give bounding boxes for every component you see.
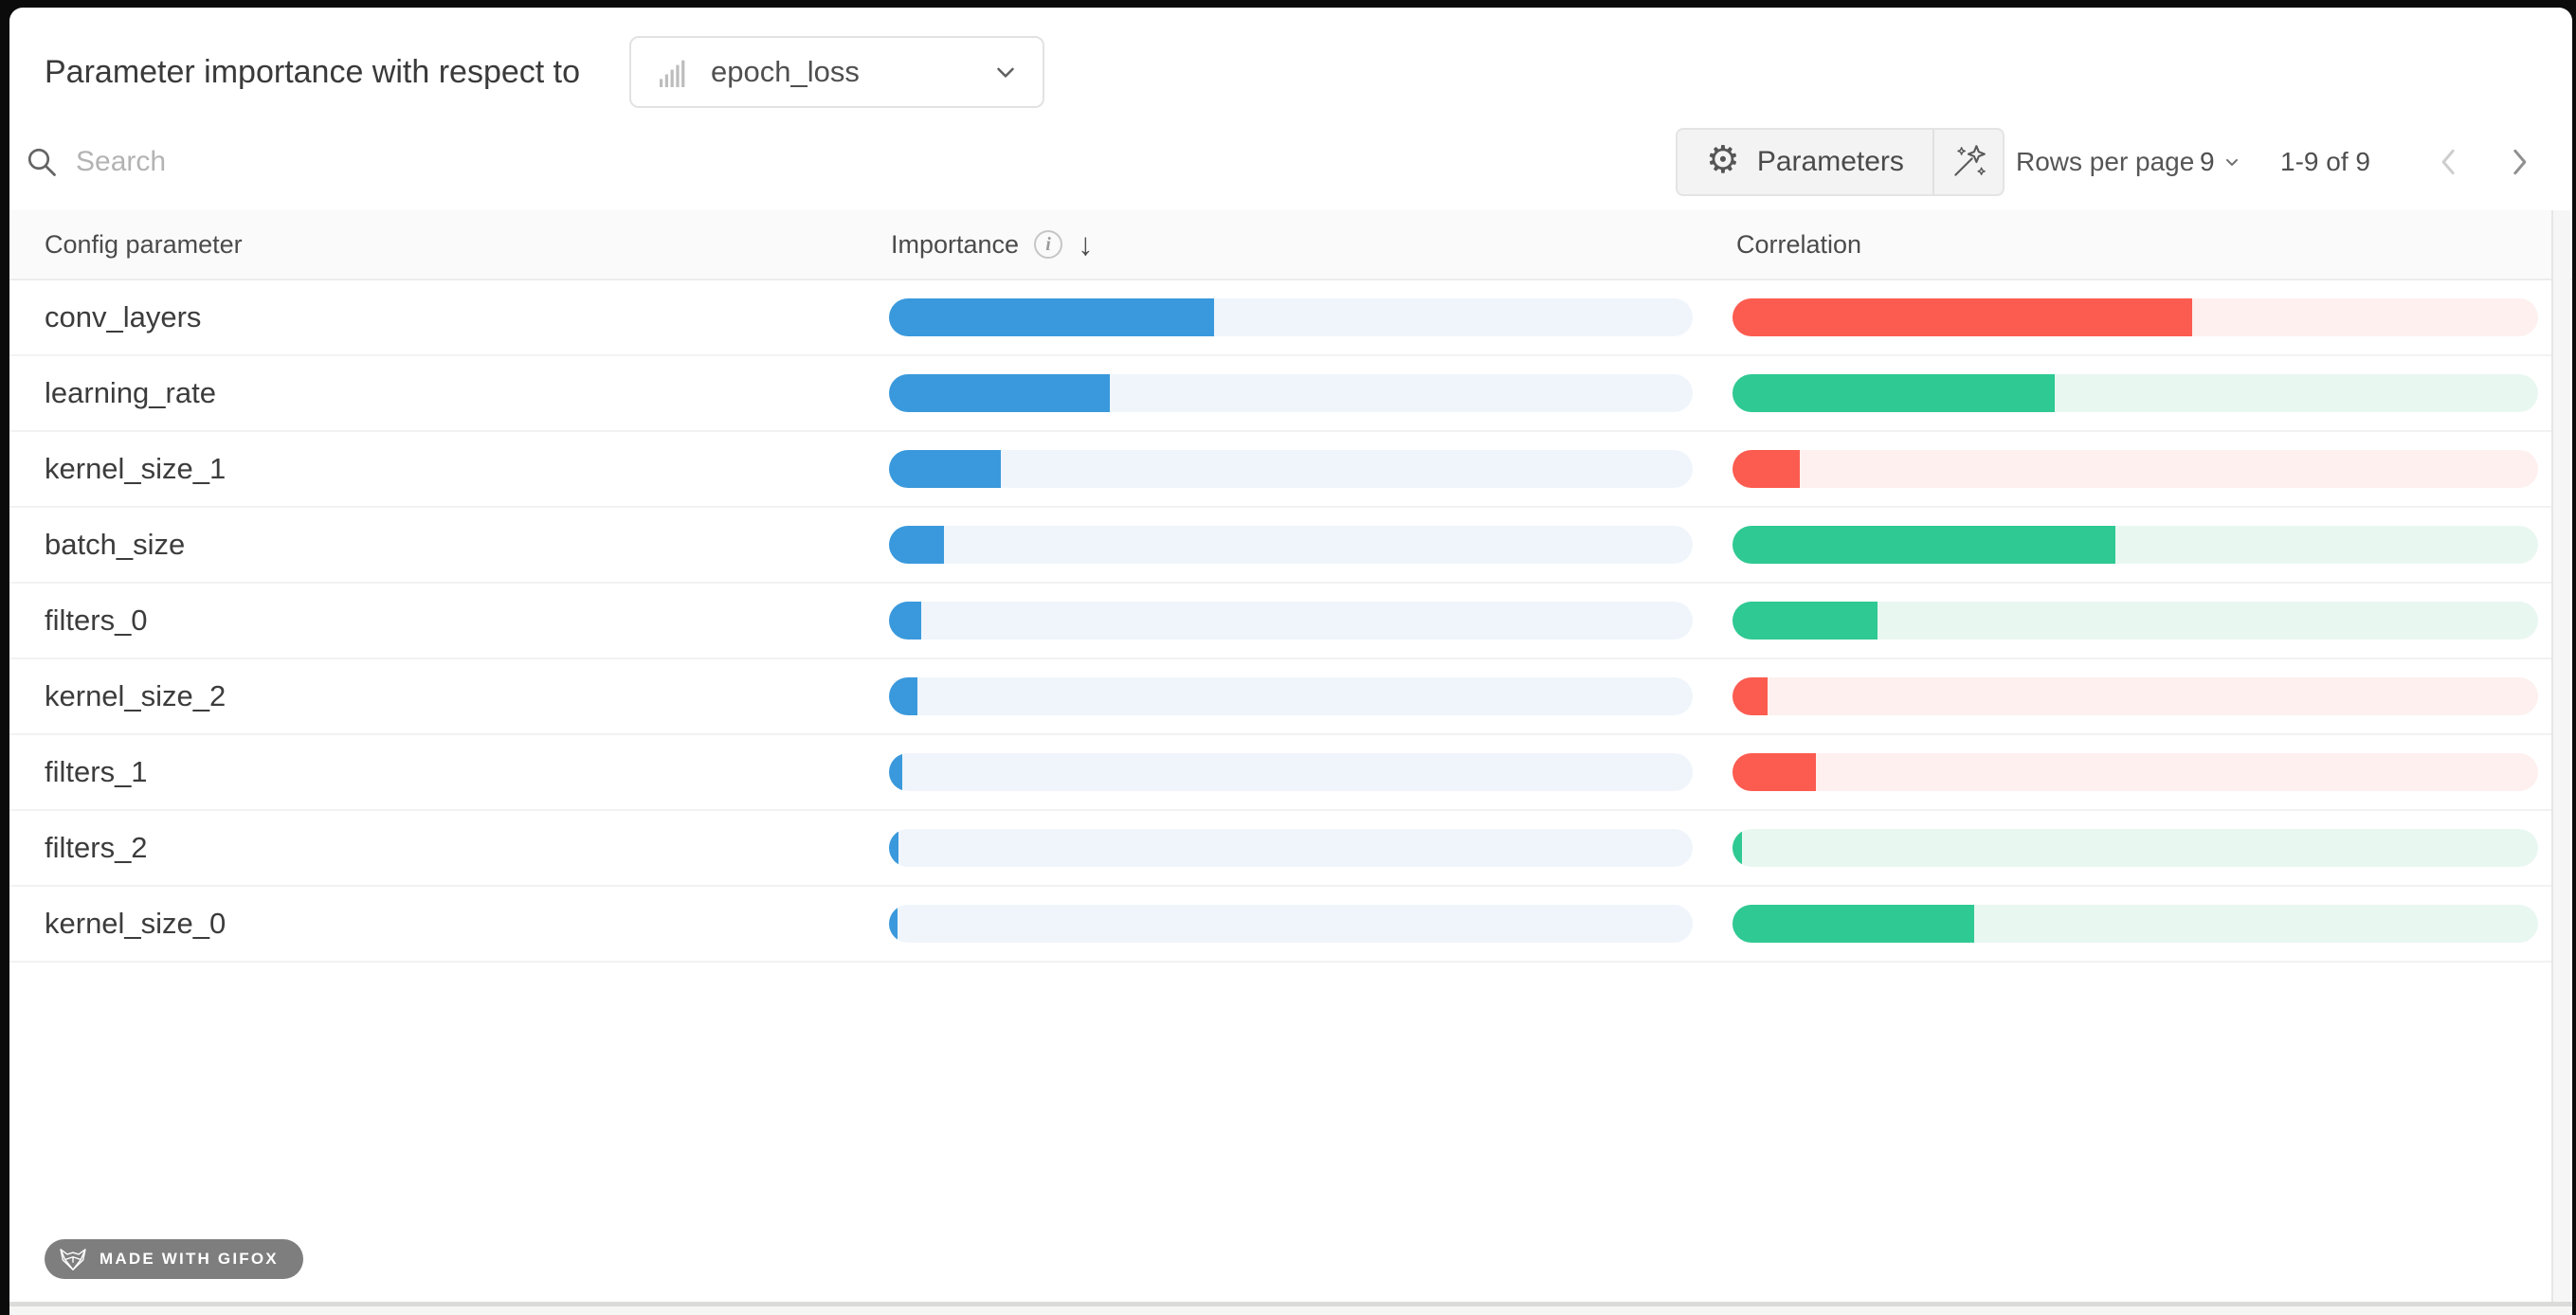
config-parameter-name: kernel_size_0 xyxy=(45,907,227,940)
gear-icon: ⚙ xyxy=(1706,139,1740,181)
parameters-button[interactable]: ⚙ Parameters xyxy=(1678,130,1932,194)
bar-chart-icon xyxy=(660,57,690,87)
table-header: Config parameter Importance i ↓ Correlat… xyxy=(9,210,2572,280)
importance-bar-track xyxy=(889,677,1693,715)
importance-bar-track xyxy=(889,602,1693,639)
metric-dropdown[interactable]: epoch_loss xyxy=(629,36,1044,108)
correlation-bar-track xyxy=(1732,829,2538,867)
importance-bar-track xyxy=(889,753,1693,791)
correlation-bar-track xyxy=(1732,526,2538,564)
column-header-correlation: Correlation xyxy=(1736,230,1862,259)
importance-bar-track xyxy=(889,526,1693,564)
gifox-badge-label: MADE WITH GIFOX xyxy=(100,1250,279,1268)
search-input[interactable] xyxy=(74,145,931,179)
config-parameter-name: learning_rate xyxy=(45,376,216,409)
correlation-bar-fill xyxy=(1732,905,1974,943)
column-header-config-parameter: Config parameter xyxy=(45,230,243,259)
chevron-left-icon xyxy=(2430,143,2468,181)
table-row: kernel_size_0 xyxy=(9,887,2551,963)
config-parameter-name: batch_size xyxy=(45,528,186,561)
importance-bar-track xyxy=(889,905,1693,943)
rows-per-page-select[interactable]: 9 xyxy=(2200,128,2241,196)
page-range: 1-9 of 9 xyxy=(2280,147,2370,176)
fox-icon xyxy=(59,1248,87,1271)
config-parameter-name: kernel_size_1 xyxy=(45,452,227,485)
magic-wand-button[interactable] xyxy=(1932,130,2003,194)
importance-bar-fill xyxy=(889,374,1111,412)
config-parameter-name: filters_2 xyxy=(45,831,148,864)
table-row: kernel_size_2 xyxy=(9,659,2551,735)
correlation-bar-fill xyxy=(1732,450,1800,488)
correlation-bar-fill xyxy=(1732,526,2115,564)
correlation-bar-fill xyxy=(1732,677,1769,715)
table-row: filters_1 xyxy=(9,735,2551,811)
rows-per-page-label: Rows per page xyxy=(2016,147,2195,176)
correlation-bar-track xyxy=(1732,905,2538,943)
importance-bar-fill xyxy=(889,450,1001,488)
rows-per-page-value: 9 xyxy=(2200,147,2215,176)
sort-descending-arrow-icon: ↓ xyxy=(1078,226,1094,261)
importance-bar-fill xyxy=(889,829,899,867)
chevron-right-icon xyxy=(2500,143,2538,181)
search-bar xyxy=(9,126,1573,198)
importance-bar-fill xyxy=(889,298,1215,336)
table-row: conv_layers xyxy=(9,280,2551,356)
correlation-bar-fill xyxy=(1732,602,1878,639)
importance-header-label: Importance xyxy=(891,230,1020,259)
correlation-bar-track xyxy=(1732,602,2538,639)
config-parameter-name: conv_layers xyxy=(45,300,202,333)
parameter-importance-panel: Parameter importance with respect to epo… xyxy=(9,8,2572,1315)
window-bottom-edge xyxy=(9,1302,2572,1306)
correlation-bar-track xyxy=(1732,450,2538,488)
correlation-bar-track xyxy=(1732,753,2538,791)
prev-page-button[interactable] xyxy=(2428,141,2470,183)
chevron-down-icon xyxy=(991,58,1020,86)
next-page-button[interactable] xyxy=(2498,141,2540,183)
config-parameter-name: filters_1 xyxy=(45,755,148,788)
table-row: batch_size xyxy=(9,508,2551,584)
importance-bar-fill xyxy=(889,602,921,639)
importance-bar-fill xyxy=(889,905,898,943)
correlation-bar-fill xyxy=(1732,753,1817,791)
gifox-badge: MADE WITH GIFOX xyxy=(45,1239,303,1279)
config-parameter-name: kernel_size_2 xyxy=(45,679,227,712)
correlation-bar-fill xyxy=(1732,374,2055,412)
info-icon[interactable]: i xyxy=(1034,230,1063,259)
importance-bar-track xyxy=(889,450,1693,488)
panel-settings-button-group: ⚙ Parameters xyxy=(1676,128,2005,196)
parameters-button-label: Parameters xyxy=(1756,146,1904,177)
magic-wand-icon xyxy=(1949,142,1988,182)
table-row: filters_2 xyxy=(9,811,2551,887)
correlation-bar-track xyxy=(1732,298,2538,336)
importance-bar-track xyxy=(889,298,1693,336)
correlation-bar-track xyxy=(1732,374,2538,412)
search-icon xyxy=(25,145,59,179)
metric-dropdown-value: epoch_loss xyxy=(711,55,860,88)
importance-bar-fill xyxy=(889,526,944,564)
importance-bar-fill xyxy=(889,753,902,791)
correlation-bar-fill xyxy=(1732,298,2192,336)
config-parameter-name: filters_0 xyxy=(45,603,148,637)
table-row: learning_rate xyxy=(9,356,2551,432)
table-row: filters_0 xyxy=(9,584,2551,659)
importance-bar-fill xyxy=(889,677,917,715)
column-header-importance[interactable]: Importance i ↓ xyxy=(891,210,1094,279)
table-scrollbar-gutter xyxy=(2551,210,2570,1302)
table-row: kernel_size_1 xyxy=(9,432,2551,508)
window-bottom-strip xyxy=(9,1306,2572,1315)
panel-title: Parameter importance with respect to xyxy=(45,54,581,90)
correlation-bar-fill xyxy=(1732,829,1743,867)
importance-bar-track xyxy=(889,829,1693,867)
importance-bar-track xyxy=(889,374,1693,412)
chevron-down-small-icon xyxy=(2222,153,2241,171)
correlation-bar-track xyxy=(1732,677,2538,715)
